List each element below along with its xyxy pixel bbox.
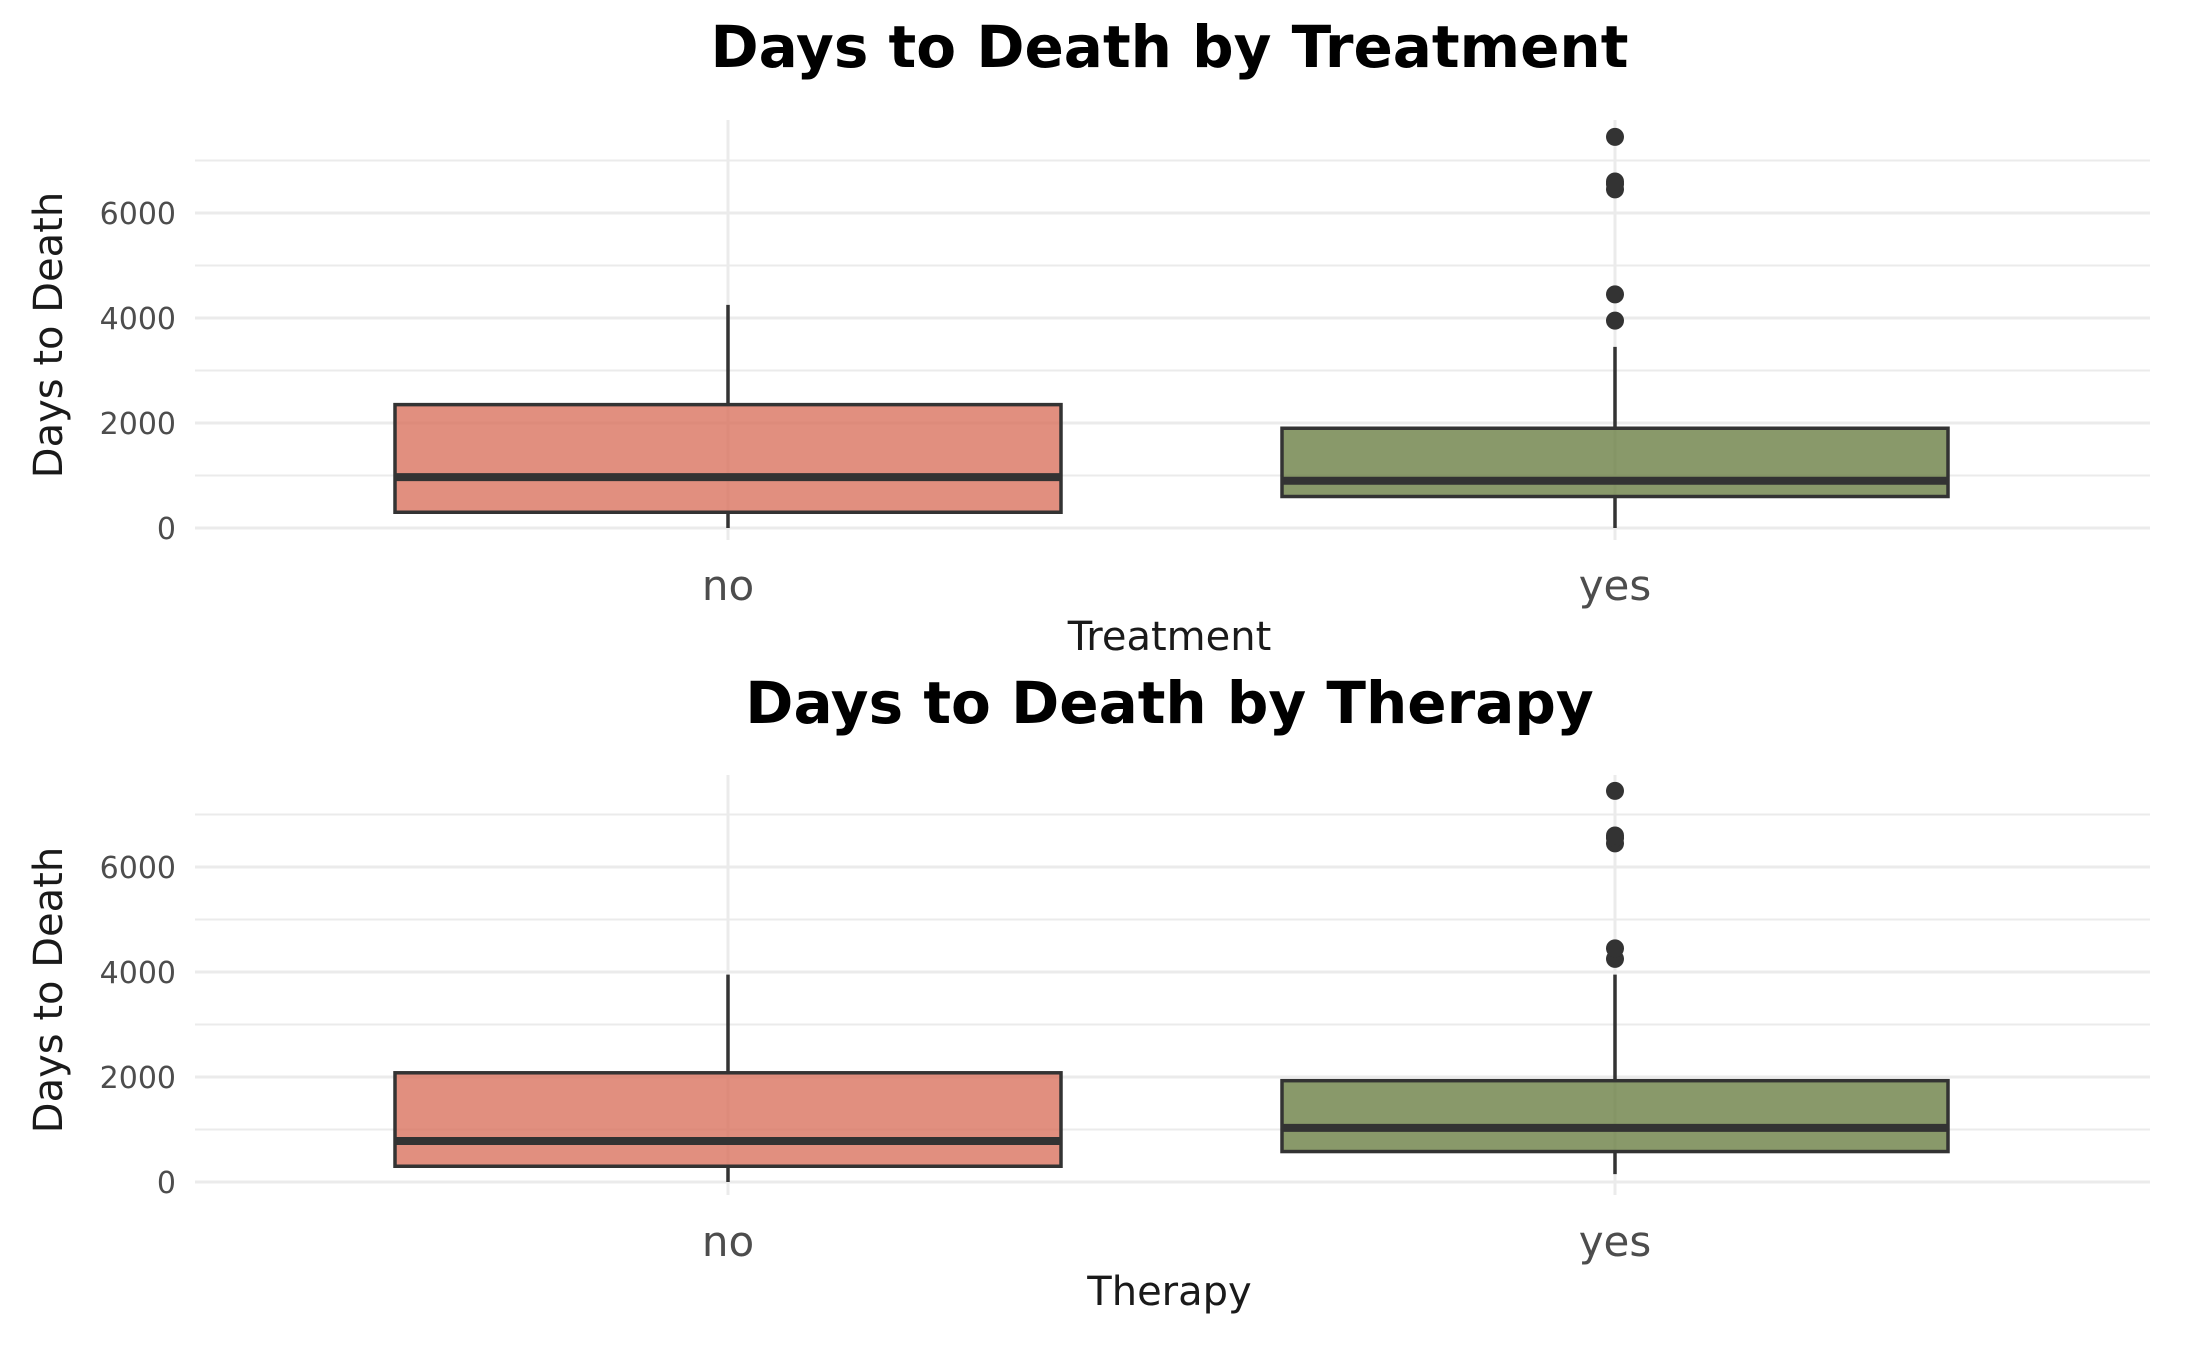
x-tick-label: yes: [1579, 1217, 1652, 1266]
outlier-point: [1606, 939, 1624, 958]
y-tick-label: 2000: [100, 1061, 176, 1096]
x-tick-label: no: [702, 1217, 754, 1266]
y-tick-label: 6000: [100, 197, 176, 232]
box-iqr: [393, 1071, 1063, 1169]
outlier-point: [1606, 311, 1624, 330]
outlier-point: [1606, 826, 1624, 845]
box-iqr: [1280, 426, 1950, 499]
y-tick-label: 4000: [100, 302, 176, 337]
box-iqr: [1280, 1078, 1950, 1154]
y-axis-title: Days to Death: [26, 847, 72, 1133]
box-yes: [1280, 127, 1950, 528]
y-tick-label: 6000: [100, 851, 176, 886]
x-axis-title: Therapy: [1086, 1269, 1251, 1315]
x-tick-label: yes: [1579, 561, 1652, 610]
y-axis-title: Days to Death: [26, 192, 72, 478]
y-tick-label: 4000: [100, 956, 176, 991]
outlier-point: [1606, 172, 1624, 191]
chart-panel-1: Days to Death by Treatment 0 2000 4000 6000 D…: [26, 13, 2150, 660]
y-tick-label: 0: [157, 512, 176, 547]
box-no: [393, 974, 1063, 1182]
y-tick-label: 0: [157, 1166, 176, 1201]
box-yes: [1280, 781, 1950, 1175]
chart-title: Days to Death by Therapy: [745, 669, 1593, 737]
outlier-point: [1606, 127, 1624, 146]
box-iqr: [393, 402, 1063, 514]
outlier-point: [1606, 781, 1624, 800]
chart-title: Days to Death by Treatment: [711, 13, 1629, 81]
chart-panel-2: Days to Death by Therapy 0 2000 4000 6000 Day…: [26, 669, 2150, 1315]
box-no: [393, 304, 1063, 528]
y-tick-label: 2000: [100, 407, 176, 442]
x-axis-title: Treatment: [1067, 614, 1272, 660]
outlier-point: [1606, 285, 1624, 304]
x-tick-label: no: [702, 561, 754, 610]
